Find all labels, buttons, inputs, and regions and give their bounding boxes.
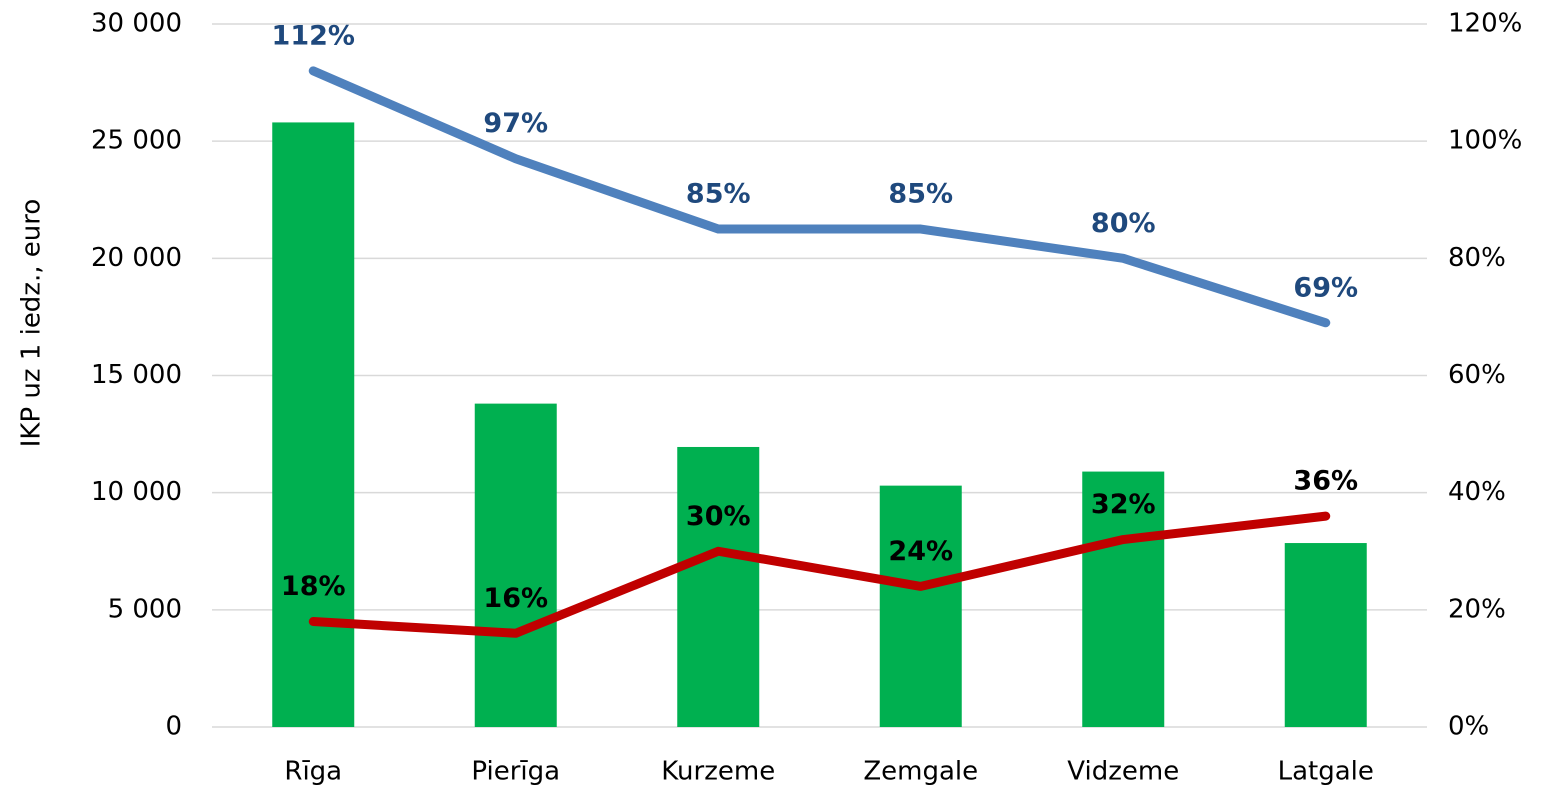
y-axis-label: IKP uz 1 iedz., euro [17, 199, 47, 448]
y2-tick-label: 40% [1448, 477, 1506, 507]
y-tick-label: 5 000 [108, 594, 182, 624]
line-series [308, 511, 1331, 638]
data-label: 80% [1091, 208, 1156, 239]
y2-tick-label: 0% [1448, 712, 1489, 742]
line-series [308, 66, 1331, 328]
data-label: 97% [483, 108, 548, 139]
y2-tick-label: 100% [1448, 126, 1522, 156]
x-tick-label: Vidzeme [1067, 757, 1179, 787]
y2-tick-label: 60% [1448, 360, 1506, 390]
y2-tick-label: 20% [1448, 594, 1506, 624]
x-tick-label: Pierīga [471, 757, 560, 787]
y-tick-label: 20 000 [91, 243, 182, 273]
bar [879, 485, 962, 727]
y-tick-label: 15 000 [91, 360, 182, 390]
x-tick-label: Kurzeme [661, 757, 775, 787]
data-label: 112% [272, 20, 355, 51]
data-label: 69% [1293, 272, 1358, 303]
bar [272, 122, 355, 728]
data-label: 85% [686, 179, 751, 210]
y-tick-label: 10 000 [91, 477, 182, 507]
bar [1082, 471, 1165, 727]
y-tick-label: 30 000 [91, 9, 182, 39]
data-label: 24% [888, 536, 953, 567]
y2-tick-label: 80% [1448, 243, 1506, 273]
data-label: 16% [483, 583, 548, 614]
data-label: 85% [888, 179, 953, 210]
y-tick-label: 0 [165, 712, 182, 742]
bar [1284, 543, 1367, 727]
x-tick-label: Zemgale [863, 757, 978, 787]
data-label: 30% [686, 501, 751, 532]
data-label: 18% [281, 571, 346, 602]
x-tick-label: Rīga [284, 757, 342, 787]
y-tick-label: 25 000 [91, 126, 182, 156]
bar [474, 403, 557, 727]
y2-tick-label: 120% [1448, 9, 1522, 39]
bar [677, 446, 760, 727]
x-tick-label: Latgale [1278, 757, 1374, 787]
data-label: 32% [1091, 489, 1156, 520]
data-label: 36% [1293, 466, 1358, 497]
